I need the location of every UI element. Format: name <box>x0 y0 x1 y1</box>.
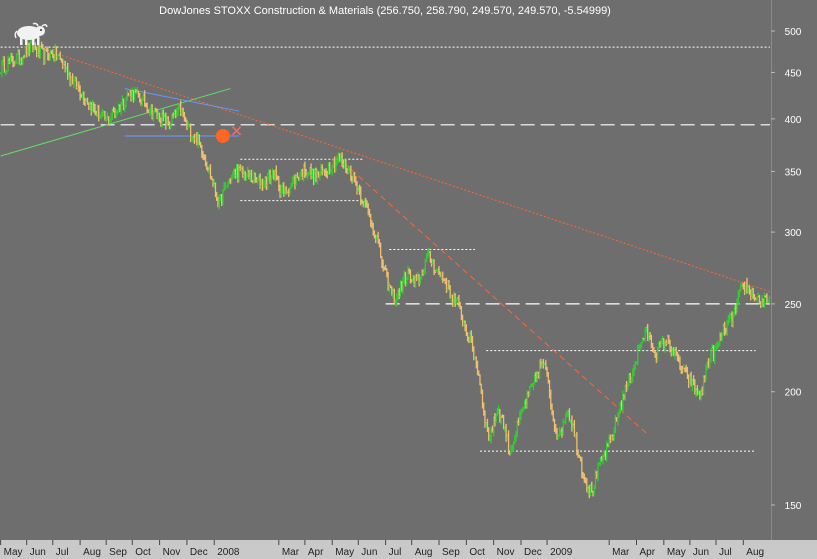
x-tick-label: 2008 <box>217 547 240 558</box>
x-tick-label: May <box>335 547 354 558</box>
chart-title: DowJones STOXX Construction & Materials … <box>159 5 611 17</box>
x-tick-label: Jun <box>30 547 46 558</box>
y-tick-label: 150 <box>785 501 802 512</box>
y-tick-label: 200 <box>785 388 802 399</box>
x-tick-label: Nov <box>497 547 515 558</box>
x-tick-label: Jul <box>389 547 402 558</box>
x-tick-label: Dec <box>190 547 208 558</box>
time-axis: May Jun Jul Aug Sep Oct Nov Dec 2008 Mar Apr May Jun… <box>0 540 764 558</box>
x-tick-label: May <box>4 547 23 558</box>
price-bar <box>768 295 771 304</box>
y-tick-label: 250 <box>785 300 802 311</box>
x-tick-label: May <box>667 547 686 558</box>
time-axis-band <box>0 540 817 559</box>
x-tick-label: Jul <box>56 547 69 558</box>
x-tick-label: Aug <box>83 547 101 558</box>
price-bars <box>0 38 771 499</box>
price-axis: 500 450 400 350 300 250 200 150 <box>771 27 802 512</box>
y-tick-label: 450 <box>785 68 802 79</box>
x-tick-label: 2009 <box>550 547 573 558</box>
y-tick-label: 400 <box>785 115 802 126</box>
x-marker-icon <box>232 126 242 136</box>
x-tick-label: Sep <box>109 547 127 558</box>
y-tick-label: 350 <box>785 167 802 178</box>
markers <box>215 126 242 143</box>
y-tick-label: 500 <box>785 27 802 38</box>
x-tick-label: Apr <box>639 547 655 558</box>
x-tick-label: Oct <box>469 547 485 558</box>
y-tick-label: 300 <box>785 228 802 239</box>
x-tick-label: Aug <box>415 547 433 558</box>
x-tick-label: Jun <box>693 547 709 558</box>
x-tick-label: Dec <box>524 547 542 558</box>
trend-line-1 <box>0 88 231 157</box>
x-tick-label: Mar <box>282 547 300 558</box>
x-tick-label: Mar <box>612 547 630 558</box>
trend-line-0 <box>31 44 770 292</box>
signal-marker <box>215 128 230 143</box>
x-tick-label: Nov <box>163 547 181 558</box>
x-tick-label: Jun <box>361 547 377 558</box>
x-tick-label: Aug <box>746 547 764 558</box>
x-tick-label: Oct <box>135 547 151 558</box>
bull-logo-icon <box>14 22 48 45</box>
x-tick-label: Sep <box>442 547 460 558</box>
x-tick-label: Jul <box>719 547 732 558</box>
x-marker-stroke-b <box>232 126 242 136</box>
x-tick-label: Apr <box>308 547 324 558</box>
